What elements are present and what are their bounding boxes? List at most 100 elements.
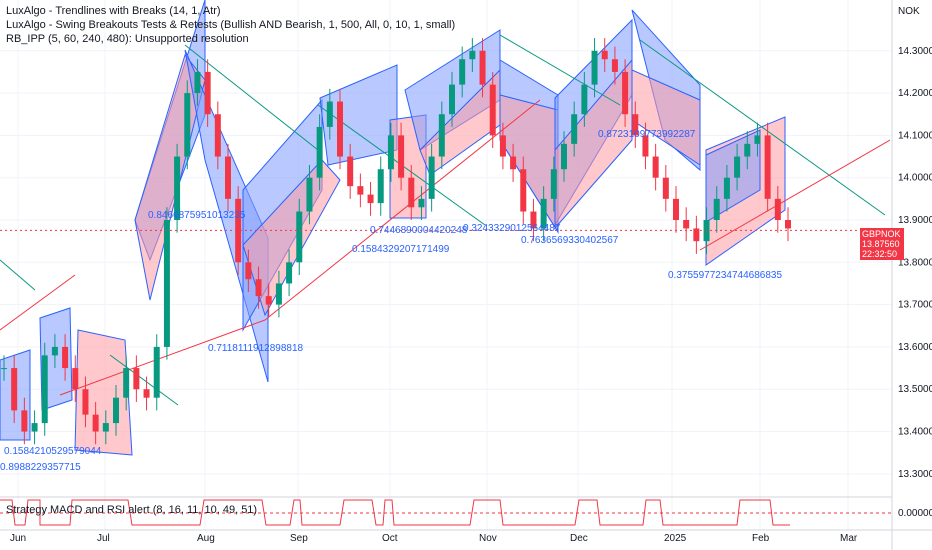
candle-body (683, 220, 690, 229)
candle-body (21, 410, 28, 432)
candle-body (571, 114, 578, 144)
candle-body (245, 262, 252, 280)
candle-body (275, 283, 282, 305)
candle-body (337, 101, 343, 157)
candle-body (11, 368, 18, 411)
candle-body (82, 389, 89, 415)
swing-zone (631, 69, 701, 166)
candle-body (785, 220, 791, 229)
candle-body (469, 50, 476, 60)
y-tick-label: 13.90000 (898, 215, 932, 226)
candle-body (347, 156, 354, 187)
candle-body (306, 177, 313, 212)
x-tick-label: Jun (10, 533, 26, 544)
level-label: 0.8466875951013235 (148, 210, 246, 221)
candle-body (255, 279, 262, 297)
candle-body (225, 156, 231, 199)
candle-body (326, 101, 333, 127)
currency-label: NOK (898, 6, 920, 17)
y-tick-label: 13.70000 (898, 300, 932, 311)
candle-body (398, 135, 405, 178)
y-tick-label: 13.40000 (898, 427, 932, 438)
candle-body (1, 368, 7, 370)
candle-body (408, 177, 415, 208)
candle-body (316, 126, 323, 178)
trendline (639, 39, 886, 216)
candle-body (265, 296, 272, 305)
candle-body (133, 368, 140, 390)
candle-body (449, 84, 455, 115)
indicator-legend: LuxAlgo - Trendlines with Breaks (14, 1,… (6, 4, 455, 46)
oscillator-label: Strategy MACD and RSI alert (8, 16, 11, … (6, 504, 258, 516)
candle-body (662, 177, 669, 199)
level-label: 0.8723109773992287 (598, 129, 696, 140)
candle-body (214, 114, 221, 157)
candle-body (62, 346, 69, 369)
candle-body (540, 198, 547, 229)
y-tick-label: 14.20000 (898, 88, 932, 99)
countdown: 22:32:50 (862, 249, 898, 259)
candle-body (153, 346, 160, 398)
candle-body (174, 156, 181, 220)
x-tick-label: Feb (752, 533, 770, 544)
level-label: 0.7446890004420248 (370, 225, 468, 236)
candle-body (72, 368, 79, 390)
last-price-tag: GBPNOK 13.87560 22:32:50 (860, 228, 904, 260)
y-tick-label: 13.60000 (898, 342, 932, 353)
candle-body (632, 114, 639, 136)
candle-body (642, 135, 649, 157)
candle-body (41, 355, 48, 424)
candle-body (123, 368, 130, 398)
candle-body (713, 198, 720, 220)
level-label: 0.8988229357715 (0, 462, 81, 473)
candle-body (51, 346, 58, 356)
legend-line-2: LuxAlgo - Swing Breakouts Tests & Retest… (6, 19, 456, 31)
candle-body (143, 389, 150, 398)
swing-zone (39, 307, 73, 411)
y-tick-label: 14.00000 (898, 173, 932, 184)
candle-body (693, 228, 700, 242)
candle-body (479, 50, 486, 85)
candle-body (418, 198, 425, 208)
y-tick-label: 14.10000 (898, 130, 932, 141)
candle-body (31, 423, 38, 432)
swing-zone (554, 58, 633, 230)
level-label: 0.1584329207171499 (352, 244, 450, 255)
candle-body (510, 156, 517, 170)
last-price: 13.87560 (862, 239, 900, 249)
candle-body (764, 135, 771, 199)
candle-body (235, 198, 242, 263)
candle-body (113, 397, 119, 424)
x-tick-label: Sep (290, 533, 308, 544)
candle-body (377, 169, 384, 204)
swing-zone (499, 94, 559, 234)
x-tick-label: Oct (382, 533, 398, 544)
x-tick-label: Nov (479, 533, 497, 544)
candle-body (92, 414, 99, 432)
candle-body (550, 169, 557, 199)
candle-body (561, 143, 567, 170)
x-tick-label: 2025 (664, 533, 687, 544)
trendline (699, 139, 891, 251)
level-label: 0.3243329012564487 (463, 223, 561, 234)
candle-body (102, 423, 109, 432)
legend-line-3: RB_IPP (5, 60, 240, 480): Unsupported re… (6, 33, 249, 45)
candle-body (367, 194, 374, 204)
candle-body (520, 169, 527, 212)
candle-body (204, 71, 211, 115)
trendline (59, 319, 266, 396)
candle-body (723, 177, 730, 199)
candle-body (581, 84, 588, 115)
candle-body (387, 135, 394, 170)
oscillator-value: 0.00000 (898, 508, 932, 519)
legend-line-1: LuxAlgo - Trendlines with Breaks (14, 1,… (6, 5, 221, 17)
trendline (0, 259, 36, 291)
x-tick-label: Jul (97, 533, 110, 544)
y-tick-label: 13.80000 (898, 257, 932, 268)
candle-body (428, 156, 435, 199)
trendline (264, 99, 541, 321)
y-tick-label: 13.50000 (898, 384, 932, 395)
level-label: 0.7636569330402567 (521, 235, 619, 246)
